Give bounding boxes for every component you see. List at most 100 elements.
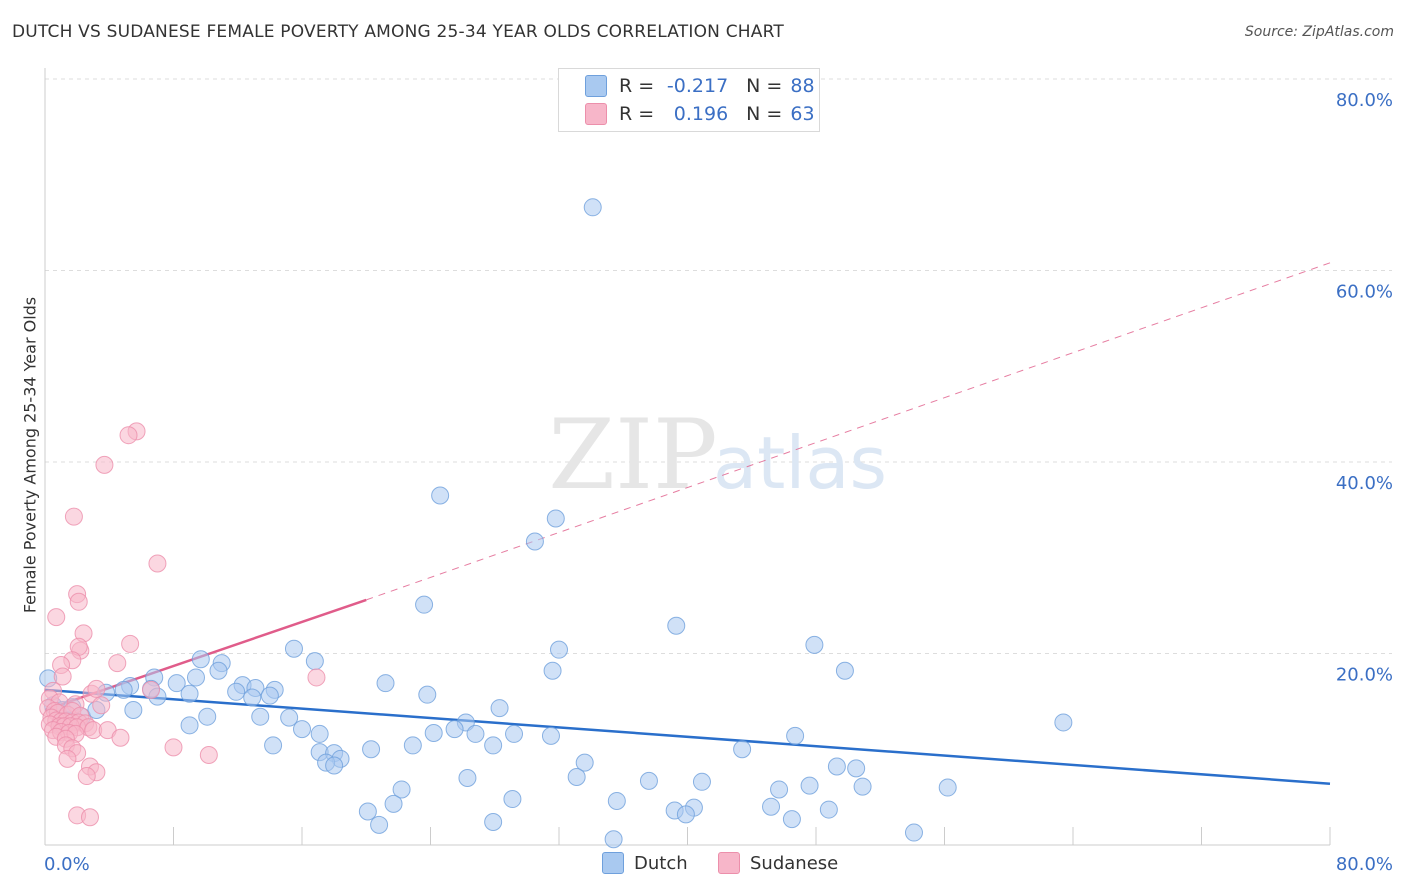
- points-layer: [39, 198, 1073, 849]
- sudanese-point-15: [53, 667, 72, 686]
- sudanese-point-58: [58, 749, 77, 768]
- sudanese-point-4: [148, 554, 167, 573]
- dutch-point-14: [835, 661, 854, 680]
- dutch-point-84: [676, 805, 695, 824]
- dutch-point-51: [424, 723, 443, 742]
- dutch-point-45: [180, 716, 199, 735]
- dutch-point-27: [243, 688, 262, 707]
- dutch-point-81: [358, 802, 377, 821]
- sudanese-point-2: [95, 455, 114, 474]
- dutch-point-55: [786, 726, 805, 745]
- bottom-dutch-swatch: [602, 852, 624, 874]
- dutch-point-71: [639, 771, 658, 790]
- legend-row-dutch: R = -0.217 N = 88: [585, 72, 815, 100]
- sudanese-point-63: [80, 808, 99, 827]
- dutch-point-56: [264, 736, 283, 755]
- dutch-point-16: [186, 668, 205, 687]
- dutch-point-18: [376, 674, 395, 693]
- dutch-n-value: 88: [790, 75, 815, 97]
- dutch-r-value: -0.217: [666, 75, 729, 97]
- sudanese-point-22: [92, 696, 111, 715]
- sudanese-point-9: [121, 634, 140, 653]
- source-label: Source: ZipAtlas.com: [1244, 24, 1394, 40]
- dutch-point-89: [370, 815, 389, 834]
- dutch-point-46: [293, 720, 311, 739]
- sudanese-point-57: [199, 745, 218, 764]
- tick-label-layer: 20.0% 40.0% 60.0% 80.0% 0.0% 80.0%: [44, 90, 1393, 875]
- dutch-point-72: [692, 772, 711, 791]
- x-tick-label-min: 0.0%: [44, 854, 90, 875]
- grid-layer: [45, 78, 1392, 654]
- dutch-point-8: [805, 635, 824, 654]
- dutch-n-label: N =: [746, 75, 783, 97]
- dutch-point-69: [458, 768, 477, 787]
- dutch-point-47: [310, 724, 329, 743]
- dutch-point-50: [1054, 713, 1073, 732]
- sudanese-point-14: [108, 654, 127, 673]
- sudanese-point-7: [47, 608, 66, 627]
- dutch-point-28: [260, 686, 279, 705]
- sudanese-point-52: [87, 679, 106, 698]
- sudanese-r-label: R =: [619, 103, 655, 125]
- dutch-point-54: [541, 726, 560, 745]
- dutch-point-3: [525, 532, 544, 551]
- dutch-point-25: [114, 680, 133, 699]
- dutch-point-52: [466, 724, 485, 743]
- watermark: ZIP atlas: [548, 399, 887, 511]
- dutch-point-73: [800, 776, 819, 795]
- dutch-point-12: [209, 661, 228, 680]
- dutch-point-67: [827, 757, 846, 776]
- dutch-point-60: [733, 740, 752, 759]
- dutch-point-85: [762, 797, 781, 816]
- sudanese-r-value: 0.196: [673, 103, 729, 125]
- dutch-point-43: [251, 707, 270, 726]
- dutch-point-41: [124, 700, 143, 719]
- y-tick-label-20: 20.0%: [1336, 665, 1393, 686]
- dutch-point-76: [938, 778, 957, 797]
- sudanese-n-label: N =: [746, 103, 783, 125]
- bottom-legend-dutch: Dutch: [602, 852, 688, 874]
- dutch-point-59: [362, 740, 381, 759]
- dutch-point-13: [543, 661, 562, 680]
- dutch-point-32: [490, 699, 509, 718]
- y-tick-label-40: 40.0%: [1336, 473, 1393, 494]
- bottom-sudanese-swatch: [718, 852, 740, 874]
- sudanese-point-3: [64, 507, 83, 526]
- sudanese-point-61: [77, 767, 96, 786]
- sudanese-point-51: [142, 680, 161, 699]
- dutch-point-19: [167, 674, 186, 693]
- dutch-point-70: [567, 768, 586, 787]
- dutch-point-0: [583, 198, 602, 217]
- dutch-swatch: [585, 75, 607, 97]
- dutch-point-58: [484, 736, 503, 755]
- dutch-point-68: [847, 759, 866, 778]
- dutch-point-5: [667, 616, 686, 635]
- dutch-point-10: [191, 650, 210, 669]
- dutch-point-30: [180, 684, 199, 703]
- dutch-point-80: [384, 794, 403, 813]
- sudanese-swatch: [585, 103, 607, 125]
- bottom-sudanese-label: Sudanese: [750, 852, 839, 874]
- dutch-point-75: [853, 777, 872, 796]
- dutch-point-49: [445, 720, 464, 739]
- dutch-point-78: [503, 790, 522, 809]
- sudanese-point-16: [307, 668, 326, 687]
- dutch-trend-line: [44, 688, 1331, 785]
- watermark-atlas: atlas: [713, 421, 887, 505]
- dutch-point-44: [280, 708, 299, 727]
- watermark-zip: ZIP: [548, 399, 717, 511]
- dutch-point-1: [431, 486, 450, 505]
- dutch-point-6: [284, 639, 303, 658]
- sudanese-point-56: [164, 738, 183, 757]
- dutch-point-86: [819, 800, 838, 819]
- dutch-point-9: [305, 652, 324, 671]
- dutch-point-77: [392, 780, 411, 799]
- dutch-point-57: [403, 736, 422, 755]
- y-tick-label-60: 60.0%: [1336, 282, 1393, 303]
- dutch-point-66: [575, 753, 594, 772]
- dutch-point-79: [607, 791, 626, 810]
- bottom-legend-sudanese: Sudanese: [718, 852, 838, 874]
- dutch-point-42: [198, 707, 217, 726]
